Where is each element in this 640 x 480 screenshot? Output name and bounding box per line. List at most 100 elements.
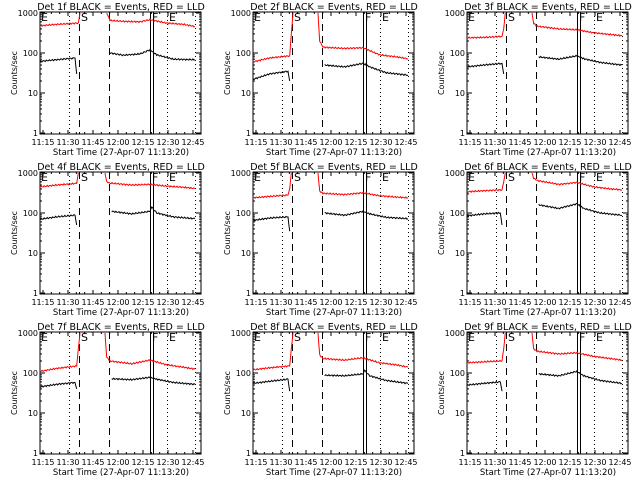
marker-label-e: E: [169, 11, 176, 24]
series-events-line: [324, 62, 409, 77]
y-tick-label: 10: [28, 409, 38, 418]
marker-label-f: F: [579, 11, 585, 24]
y-tick-label: 10: [241, 89, 251, 98]
series-lld-line: [317, 172, 409, 199]
x-tick-label: 12:30: [156, 298, 179, 307]
x-tick-label: 11:30: [56, 138, 79, 147]
marker-label-e: E: [596, 331, 603, 344]
y-tick-label: 1000: [231, 169, 251, 178]
x-tick-label: 12:00: [106, 458, 129, 467]
x-tick-label: 11:15: [31, 138, 54, 147]
marker-label-s: S: [81, 11, 88, 24]
y-tick-label: 100: [23, 49, 38, 58]
y-tick-label: 1000: [445, 329, 465, 338]
plot-frame: [39, 11, 202, 135]
x-tick-label: 12:15: [131, 138, 154, 147]
x-tick-label: 12:30: [583, 138, 606, 147]
y-tick-label: 1: [460, 129, 465, 138]
series-events-line: [39, 213, 78, 226]
x-tick-label: 11:15: [244, 138, 267, 147]
x-tick-label: 12:00: [533, 458, 556, 467]
marker-label-s: S: [294, 171, 301, 184]
y-tick-label: 100: [23, 209, 38, 218]
y-axis-label: Counts/sec: [437, 371, 446, 415]
series-events-line: [466, 62, 505, 74]
marker-label-e: E: [254, 171, 261, 184]
series-events-line: [109, 48, 196, 61]
x-tick-label: 12:30: [583, 458, 606, 467]
x-axis-label: Start Time (27-Apr-07 11:13:20): [53, 468, 189, 478]
y-tick-label: 1000: [231, 329, 251, 338]
x-axis-label: Start Time (27-Apr-07 11:13:20): [480, 308, 616, 318]
x-axis-label: Start Time (27-Apr-07 11:13:20): [53, 148, 189, 158]
y-tick-label: 1: [33, 289, 38, 298]
marker-label-f: F: [579, 171, 585, 184]
x-tick-label: 11:30: [483, 298, 506, 307]
series-lld-line: [106, 12, 196, 28]
marker-label-f: F: [152, 171, 158, 184]
y-tick-label: 1: [33, 129, 38, 138]
y-axis-label: Counts/sec: [437, 51, 446, 95]
marker-label-s: S: [508, 331, 515, 344]
x-tick-label: 11:30: [269, 458, 292, 467]
x-tick-label: 12:30: [583, 298, 606, 307]
x-tick-label: 12:00: [533, 298, 556, 307]
x-tick-label: 12:45: [181, 458, 204, 467]
chart-title: Det 3f BLACK = Events, RED = LLD: [464, 2, 632, 13]
x-axis-label: Start Time (27-Apr-07 11:13:20): [266, 148, 402, 158]
series-lld-line: [531, 172, 623, 191]
marker-label-s: S: [81, 331, 88, 344]
marker-label-s: S: [81, 171, 88, 184]
x-tick-label: 11:15: [458, 298, 481, 307]
x-tick-label: 12:15: [344, 298, 367, 307]
x-tick-label: 12:45: [608, 138, 631, 147]
y-tick-label: 10: [241, 249, 251, 258]
marker-label-e: E: [382, 171, 389, 184]
x-axis-label: Start Time (27-Apr-07 11:13:20): [480, 468, 616, 478]
marker-label-f: F: [365, 171, 371, 184]
series-lld-line: [466, 12, 506, 40]
x-tick-label: 12:30: [369, 458, 392, 467]
y-tick-label: 10: [455, 89, 465, 98]
x-tick-label: 11:30: [269, 138, 292, 147]
chart-title: Det 9f BLACK = Events, RED = LLD: [464, 322, 632, 333]
series-events-line: [538, 202, 623, 217]
y-tick-label: 10: [241, 409, 251, 418]
series-events-line: [324, 210, 409, 220]
x-tick-label: 12:30: [156, 138, 179, 147]
x-tick-label: 12:30: [369, 298, 392, 307]
series-events-line: [252, 70, 291, 82]
x-tick-label: 11:45: [294, 298, 317, 307]
series-events-line: [538, 369, 623, 385]
plot-frame: [252, 331, 415, 455]
x-axis-label: Start Time (27-Apr-07 11:13:20): [266, 308, 402, 318]
x-axis-label: Start Time (27-Apr-07 11:13:20): [480, 148, 616, 158]
y-tick-label: 1000: [18, 169, 38, 178]
chart-title: Det 4f BLACK = Events, RED = LLD: [37, 162, 205, 173]
x-tick-label: 11:30: [269, 298, 292, 307]
series-lld-line: [252, 332, 294, 371]
x-tick-label: 12:45: [181, 298, 204, 307]
y-tick-label: 1: [246, 129, 251, 138]
y-axis-label: Counts/sec: [223, 51, 232, 95]
series-lld-line: [317, 332, 409, 368]
marker-label-f: F: [579, 331, 585, 344]
chart-title: Det 1f BLACK = Events, RED = LLD: [37, 2, 205, 13]
y-tick-label: 100: [450, 49, 465, 58]
x-tick-label: 12:45: [608, 458, 631, 467]
marker-label-s: S: [508, 171, 515, 184]
series-lld-line: [39, 172, 79, 188]
x-tick-label: 11:45: [81, 138, 104, 147]
marker-label-f: F: [152, 11, 158, 24]
y-tick-label: 100: [236, 49, 251, 58]
y-tick-label: 1000: [231, 9, 251, 18]
series-events-line: [324, 369, 409, 385]
x-tick-label: 12:00: [533, 138, 556, 147]
x-tick-label: 11:15: [458, 458, 481, 467]
series-lld-line: [252, 12, 294, 63]
